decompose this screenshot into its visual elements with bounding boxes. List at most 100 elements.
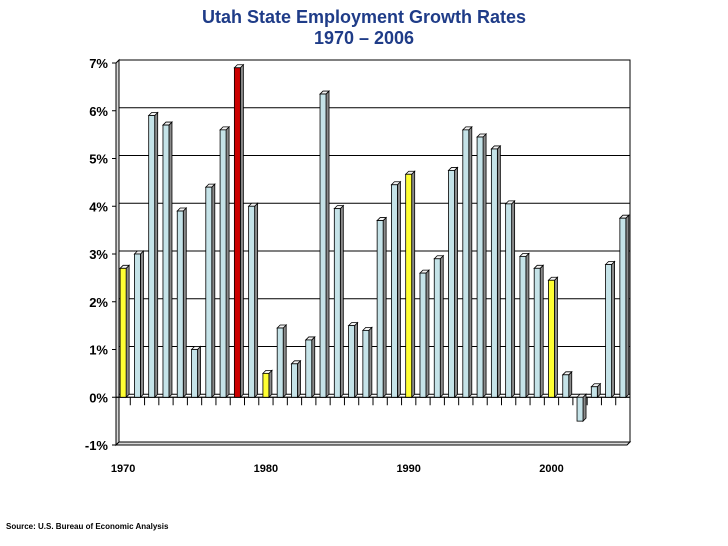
bar: [219, 125, 231, 399]
bar-front: [419, 272, 427, 398]
bar-side: [611, 260, 615, 399]
bar-front: [262, 372, 270, 398]
source-note: Source: U.S. Bureau of Economic Analysis: [6, 522, 169, 531]
bar-front: [191, 349, 198, 398]
y-tick-label: 1%: [89, 343, 108, 358]
bar-side: [182, 207, 187, 399]
bar-front: [248, 205, 256, 398]
bar-side: [154, 111, 159, 399]
bar-front: [205, 186, 213, 398]
bar: [447, 166, 459, 399]
bar-side: [325, 90, 330, 399]
bar-side: [454, 166, 458, 399]
bar: [390, 180, 402, 399]
gridlines: [119, 107, 630, 395]
bar-front: [119, 267, 127, 398]
y-tick-label: 6%: [89, 104, 108, 119]
x-tick-label: 2000: [539, 463, 563, 475]
bar: [419, 269, 430, 399]
floor: [114, 441, 632, 446]
x-tick-label: 1990: [396, 463, 420, 475]
bar-front: [448, 170, 455, 398]
axes: [112, 58, 632, 447]
bar-front: [333, 208, 341, 398]
bar-side: [239, 63, 244, 399]
bar-side: [525, 252, 530, 399]
bar-side: [311, 335, 316, 399]
bar-side: [368, 326, 373, 399]
bar: [333, 204, 345, 399]
bar-side: [168, 121, 173, 399]
bar-side: [297, 359, 301, 399]
bar: [176, 207, 188, 399]
y-tick-label: 5%: [89, 152, 108, 167]
bar: [347, 321, 359, 399]
bar-side: [496, 144, 501, 399]
bar: [461, 125, 473, 399]
chart-subtitle: 1970 – 2006: [313, 28, 415, 48]
bar: [361, 326, 373, 399]
y-tick-label: 4%: [89, 199, 108, 214]
bar: [504, 199, 516, 399]
bar-front: [319, 93, 327, 398]
bar: [319, 90, 330, 399]
bar-front: [619, 217, 627, 398]
bar-front: [548, 279, 555, 398]
bar-side: [511, 199, 516, 399]
bar: [376, 216, 388, 399]
bar: [290, 359, 302, 399]
bar-front: [219, 129, 227, 398]
y-tick-label: 7%: [89, 56, 108, 71]
bar-side: [425, 269, 430, 399]
bar: [576, 393, 587, 423]
bar-side: [282, 324, 287, 399]
bar-front: [148, 115, 156, 398]
bar-front: [291, 363, 298, 398]
bar-front: [562, 374, 570, 398]
bar-side: [439, 254, 444, 399]
bar-front: [433, 258, 441, 398]
bar-front: [176, 210, 184, 398]
bar: [133, 250, 145, 399]
bar-front: [348, 325, 355, 398]
bar: [490, 144, 502, 399]
bar-front: [490, 148, 498, 398]
bar-front: [362, 329, 370, 398]
bar: [604, 260, 616, 399]
bar-side: [411, 170, 416, 399]
bar: [404, 170, 416, 399]
bar-front: [391, 184, 398, 398]
bar-side: [382, 216, 387, 399]
bar-side: [197, 345, 201, 399]
bar: [162, 121, 173, 399]
y-tick-label: -1%: [85, 438, 109, 453]
bar: [276, 324, 288, 399]
bar: [147, 111, 159, 399]
tick-labels: -1% 0% 1% 2% 3% 4% 5% 6% 7% 1970 1980 1990 2000: [85, 56, 564, 475]
bar-side: [582, 393, 587, 423]
bar-front: [376, 220, 384, 398]
bar: [547, 276, 559, 399]
bar-front: [533, 267, 541, 398]
bar-front: [576, 396, 584, 422]
bar: [304, 335, 316, 399]
bar: [190, 345, 202, 399]
bar: [204, 183, 216, 399]
bar: [590, 382, 602, 399]
bar-side: [268, 369, 273, 399]
bar: [476, 133, 488, 399]
bar-front: [276, 327, 284, 398]
bar-front: [462, 129, 470, 398]
bar-side: [554, 276, 558, 399]
bar: [561, 370, 573, 399]
bar-side: [468, 125, 473, 399]
bar-side: [354, 321, 358, 399]
bar: [518, 252, 530, 399]
y-tick-label: 2%: [89, 295, 108, 310]
bar-side: [225, 125, 230, 399]
bar-front: [305, 339, 313, 398]
x-tick-label: 1970: [111, 463, 135, 475]
bar: [119, 264, 131, 399]
chart-title: Utah State Employment Growth Rates: [201, 7, 527, 27]
